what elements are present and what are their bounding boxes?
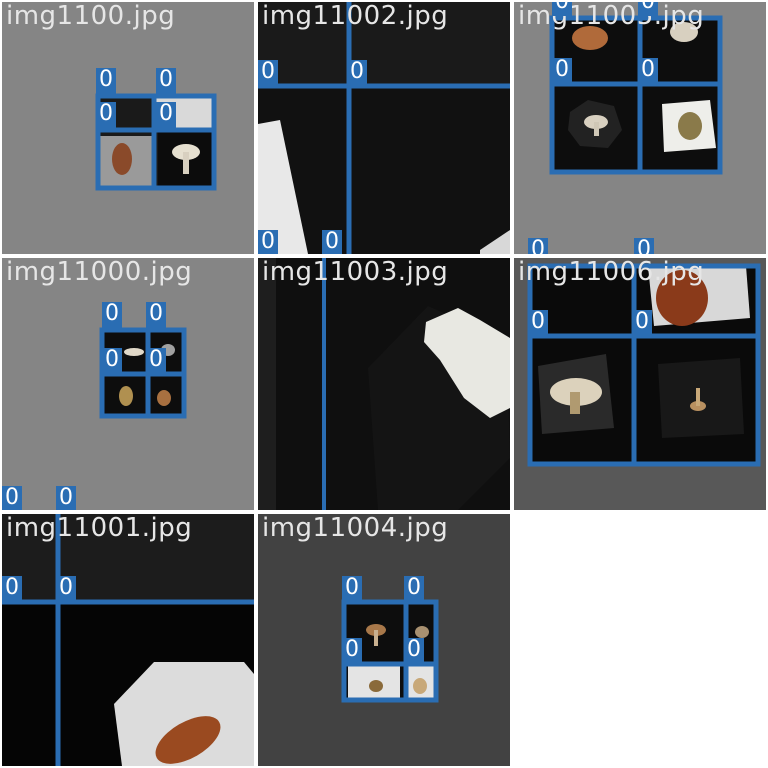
tile-filename: img11000.jpg	[6, 258, 193, 287]
detection-label: 0	[632, 310, 652, 336]
detection-label: 0	[2, 486, 22, 510]
tile-image	[258, 2, 510, 254]
detection-label: 0	[404, 576, 424, 602]
detection-label: 0	[638, 2, 658, 16]
mosaic-tile-img11003: img11003.jpg	[258, 258, 510, 510]
detection-label: 0	[552, 58, 572, 84]
mosaic-tile-img11005: img11005.jpg 0 0 0 0 0 0	[514, 2, 766, 254]
detection-label: 0	[638, 58, 658, 84]
tile-filename: img11004.jpg	[262, 514, 449, 543]
tile-image	[258, 258, 510, 510]
tile-image	[549, 15, 723, 175]
detection-label: 0	[56, 576, 76, 602]
tile-image	[99, 327, 187, 419]
detection-label: 0	[156, 68, 176, 94]
mosaic-tile-img11002: img11002.jpg 0 0 0 0	[258, 2, 510, 254]
detection-label: 0	[347, 60, 367, 86]
detection-label: 0	[342, 576, 362, 602]
detection-label: 0	[56, 486, 76, 510]
mosaic-tile-img11000: img11000.jpg 0 0 0 0 0 0	[2, 258, 254, 510]
tile-image	[341, 599, 439, 703]
detection-label: 0	[322, 230, 342, 254]
detection-label: 0	[634, 238, 654, 254]
tile-image	[95, 93, 217, 191]
detection-label: 0	[96, 68, 116, 94]
tile-image	[527, 263, 761, 467]
detection-label: 0	[342, 638, 362, 664]
detection-label: 0	[552, 2, 572, 16]
tile-filename: img11003.jpg	[262, 258, 449, 287]
tile-filename: img11006.jpg	[518, 258, 705, 287]
detection-label: 0	[404, 638, 424, 664]
tile-filename: img11001.jpg	[6, 514, 193, 543]
detection-label: 0	[96, 102, 116, 128]
detection-label: 0	[258, 230, 278, 254]
mosaic-tile-img11006: img11006.jpg 0 0	[514, 258, 766, 510]
mosaic-tile-img11001: img11001.jpg 0 0	[2, 514, 254, 766]
detection-label: 0	[146, 348, 166, 374]
tile-filename: img1100.jpg	[6, 2, 176, 31]
mosaic-tile-img1100: img1100.jpg 0 0 0 0	[2, 2, 254, 254]
tile-filename: img11005.jpg	[518, 2, 705, 31]
detection-label: 0	[102, 348, 122, 374]
detection-label: 0	[156, 102, 176, 128]
detection-label: 0	[258, 60, 278, 86]
tile-image	[2, 514, 254, 766]
detection-label: 0	[2, 576, 22, 602]
detection-label: 0	[528, 238, 548, 254]
detection-label: 0	[102, 302, 122, 328]
detection-label: 0	[528, 310, 548, 336]
detection-label: 0	[146, 302, 166, 328]
tile-filename: img11002.jpg	[262, 2, 449, 31]
mosaic-tile-img11004: img11004.jpg 0 0 0 0	[258, 514, 510, 766]
